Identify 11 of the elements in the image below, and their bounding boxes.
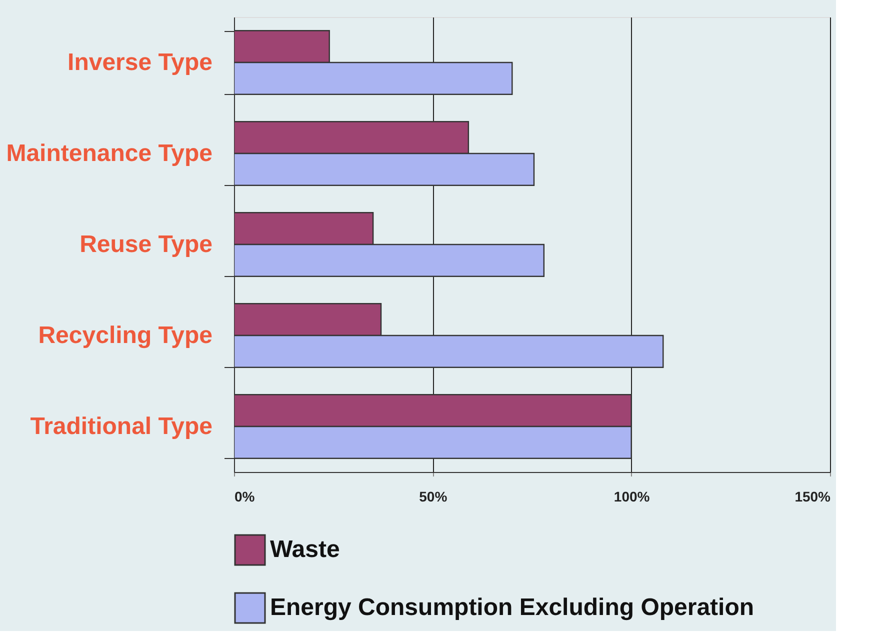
y-tick-label: Traditional Type xyxy=(30,413,212,440)
x-tick-label: 0% xyxy=(234,488,256,504)
y-tick-label: Maintenance Type xyxy=(6,140,212,167)
y-tick-label: Reuse Type xyxy=(80,231,212,258)
x-tick-label: 50% xyxy=(419,488,448,504)
legend-label: Energy Consumption Excluding Operation xyxy=(270,594,754,621)
y-tick-label: Inverse Type xyxy=(68,49,212,76)
x-tick-label: 100% xyxy=(614,488,650,504)
y-tick-label: Recycling Type xyxy=(38,322,212,349)
x-tick-label: 150% xyxy=(794,488,832,504)
legend-label: Waste xyxy=(270,536,340,563)
